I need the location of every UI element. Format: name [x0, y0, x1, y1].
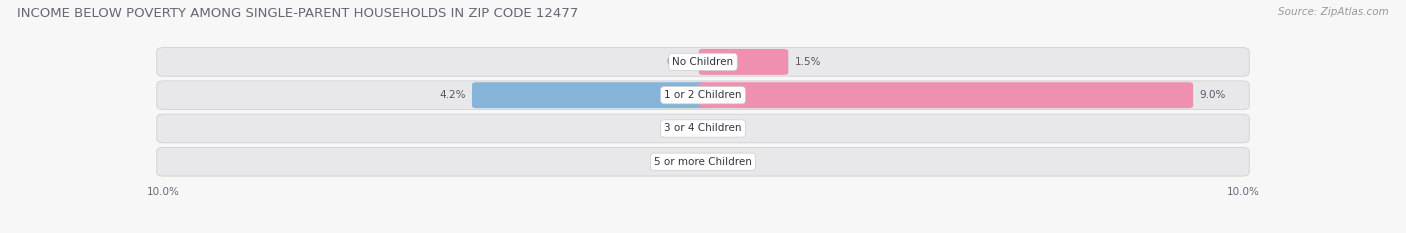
FancyBboxPatch shape: [156, 48, 1250, 76]
Text: 5 or more Children: 5 or more Children: [654, 157, 752, 167]
FancyBboxPatch shape: [699, 82, 1194, 108]
Text: 0.0%: 0.0%: [714, 123, 740, 134]
FancyBboxPatch shape: [156, 147, 1250, 176]
Text: 1.5%: 1.5%: [794, 57, 821, 67]
Text: 4.2%: 4.2%: [439, 90, 465, 100]
Text: 0.0%: 0.0%: [714, 157, 740, 167]
Text: 0.0%: 0.0%: [666, 157, 692, 167]
FancyBboxPatch shape: [699, 49, 789, 75]
Text: No Children: No Children: [672, 57, 734, 67]
FancyBboxPatch shape: [156, 114, 1250, 143]
Text: 9.0%: 9.0%: [1199, 90, 1226, 100]
FancyBboxPatch shape: [156, 81, 1250, 110]
Text: 1 or 2 Children: 1 or 2 Children: [664, 90, 742, 100]
Text: INCOME BELOW POVERTY AMONG SINGLE-PARENT HOUSEHOLDS IN ZIP CODE 12477: INCOME BELOW POVERTY AMONG SINGLE-PARENT…: [17, 7, 578, 20]
Text: 0.0%: 0.0%: [666, 57, 692, 67]
FancyBboxPatch shape: [472, 82, 707, 108]
Text: Source: ZipAtlas.com: Source: ZipAtlas.com: [1278, 7, 1389, 17]
Text: 0.0%: 0.0%: [666, 123, 692, 134]
Text: 3 or 4 Children: 3 or 4 Children: [664, 123, 742, 134]
